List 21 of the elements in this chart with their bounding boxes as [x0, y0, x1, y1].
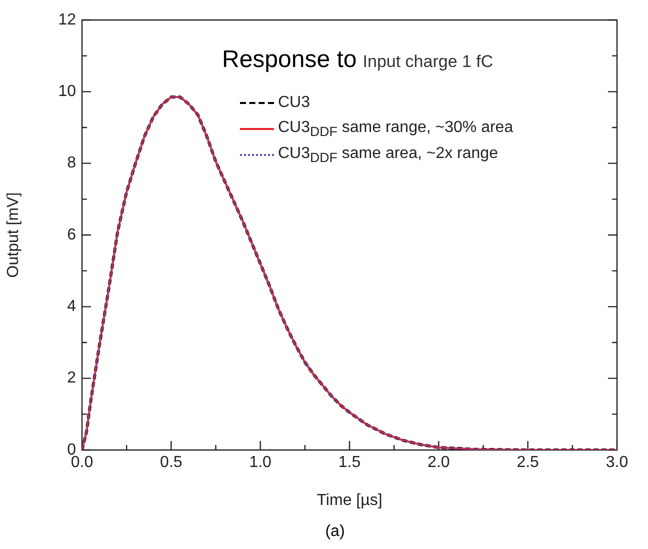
x-tick-label: 0.5	[160, 454, 182, 472]
x-tick-label: 0.0	[70, 454, 94, 472]
x-axis-title: Time [µs]	[316, 492, 382, 509]
y-tick-label: 6	[67, 226, 76, 244]
x-tick-label: 1.0	[249, 454, 272, 472]
y-tick-label: 2	[67, 370, 76, 387]
text: (a)	[324, 523, 346, 541]
y-tick-label: 4	[67, 298, 76, 316]
x-tick-label: 2.0	[428, 454, 450, 472]
legend-label: CU3$_{DDF}$ same range, ~30% area	[278, 118, 514, 140]
text: Input charge 1 fC	[362, 52, 494, 71]
legend-label: CU3	[278, 94, 310, 112]
x-tick-label: 1.5	[338, 454, 361, 472]
x-tick-label: 2.5	[516, 454, 540, 472]
y-tick-label: 10	[58, 83, 76, 100]
x-tick-label: 3.0	[606, 454, 628, 472]
y-axis-title: Output [mV]	[5, 192, 22, 278]
text: Response to	[222, 46, 357, 73]
y-tick-label: 12	[58, 11, 76, 28]
legend-label: CU3$_{DDF}$ same area, ~2x range	[278, 144, 498, 166]
y-tick-label: 8	[67, 154, 76, 172]
